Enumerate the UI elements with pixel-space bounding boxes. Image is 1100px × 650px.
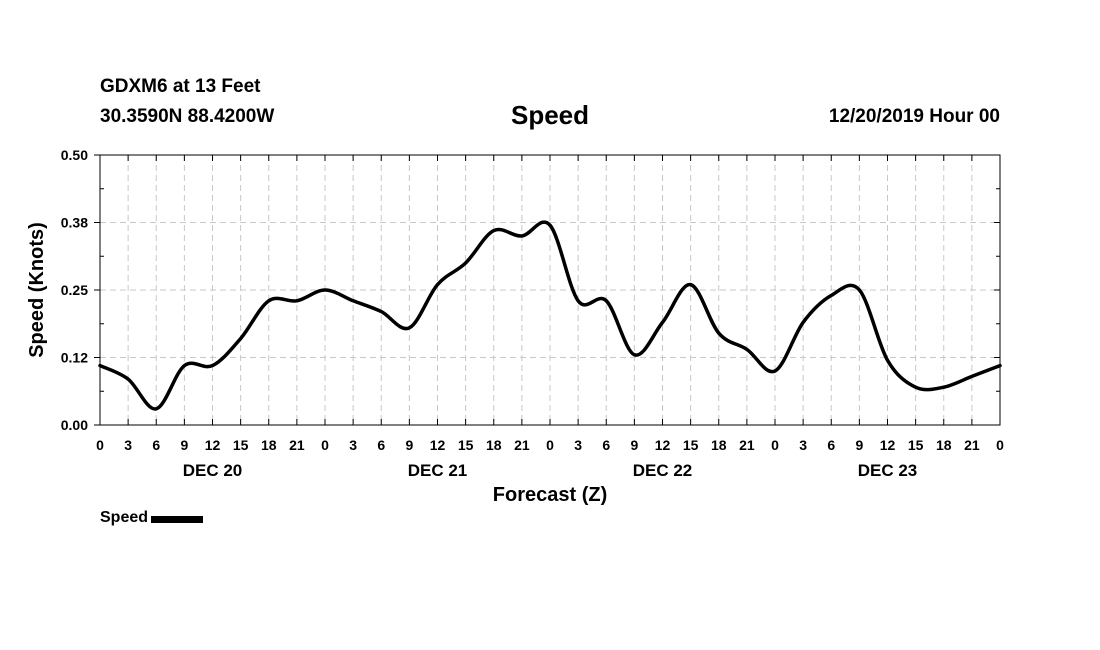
data-point xyxy=(576,299,580,303)
x-tick-label: 9 xyxy=(855,437,863,453)
legend-swatch xyxy=(151,516,204,523)
coordinates-label: 30.3590N 88.4200W xyxy=(100,106,275,127)
x-tick-label: 9 xyxy=(405,437,413,453)
data-point xyxy=(914,385,918,389)
x-tick-label: 15 xyxy=(908,437,924,453)
x-tick-label: 6 xyxy=(602,437,610,453)
axis-labels: 0 3 6 9 12 15 18 21 0 3 6 9 12 15 18 21 0 3 6 9 12 15 18 21 0 3 6 9… xyxy=(61,147,1004,480)
x-tick-label: 18 xyxy=(261,437,277,453)
data-point xyxy=(407,326,411,330)
x-tick-label: 21 xyxy=(739,437,755,453)
station-label: GDXM6 at 13 Feet xyxy=(100,76,261,97)
x-tick-label: 18 xyxy=(936,437,952,453)
data-point xyxy=(492,229,496,233)
y-tick-label: 0.00 xyxy=(61,417,88,433)
x-tick-label: 9 xyxy=(180,437,188,453)
grid xyxy=(100,155,1000,425)
x-tick-label: 3 xyxy=(574,437,582,453)
data-point xyxy=(857,288,861,292)
x-tick-label: 0 xyxy=(996,437,1004,453)
x-tick-label: 0 xyxy=(321,437,329,453)
x-tick-label: 15 xyxy=(233,437,249,453)
data-point xyxy=(717,331,721,335)
data-point xyxy=(745,347,749,351)
data-point xyxy=(604,299,608,303)
y-tick-label: 0.38 xyxy=(61,215,88,231)
x-tick-label: 3 xyxy=(349,437,357,453)
data-point xyxy=(379,310,383,314)
x-tick-label: 21 xyxy=(514,437,530,453)
data-point xyxy=(773,369,777,373)
series-layer xyxy=(98,220,1002,411)
x-tick-label: 3 xyxy=(799,437,807,453)
x-tick-label: 6 xyxy=(827,437,835,453)
y-tick-label: 0.25 xyxy=(61,282,88,298)
x-tick-label: 12 xyxy=(430,437,446,453)
x-tick-label: 18 xyxy=(486,437,502,453)
day-label: DEC 20 xyxy=(183,461,243,480)
x-tick-label: 9 xyxy=(630,437,638,453)
legend-label: Speed xyxy=(100,509,149,526)
data-point xyxy=(351,299,355,303)
data-point xyxy=(154,407,158,411)
y-tick-label: 0.12 xyxy=(61,350,88,366)
x-tick-label: 12 xyxy=(880,437,896,453)
series-line-speed xyxy=(98,220,1002,411)
x-tick-label: 0 xyxy=(771,437,779,453)
data-point xyxy=(801,320,805,324)
x-axis-title: Forecast (Z) xyxy=(493,484,607,506)
x-tick-label: 6 xyxy=(152,437,160,453)
x-tick-label: 18 xyxy=(711,437,727,453)
data-point xyxy=(323,288,327,292)
x-tick-label: 15 xyxy=(683,437,699,453)
y-axis-title: Speed (Knots) xyxy=(26,222,48,358)
data-point xyxy=(632,353,636,357)
x-tick-label: 0 xyxy=(96,437,104,453)
data-point xyxy=(661,320,664,324)
day-label: DEC 23 xyxy=(858,461,918,480)
data-point xyxy=(970,374,974,378)
data-point xyxy=(998,364,1002,368)
data-point xyxy=(295,299,299,303)
x-tick-label: 15 xyxy=(458,437,474,453)
data-point xyxy=(98,364,102,368)
data-point xyxy=(548,223,552,227)
data-point xyxy=(267,299,271,303)
x-tick-label: 21 xyxy=(289,437,305,453)
run-time-label: 12/20/2019 Hour 00 xyxy=(828,106,1000,127)
data-point xyxy=(689,283,693,287)
data-point xyxy=(886,358,889,362)
data-point xyxy=(211,364,214,368)
data-point xyxy=(942,385,946,389)
data-point xyxy=(829,293,833,297)
x-tick-label: 0 xyxy=(546,437,554,453)
data-point xyxy=(239,337,243,341)
data-point xyxy=(126,377,130,381)
x-tick-label: 12 xyxy=(655,437,671,453)
data-point xyxy=(520,234,524,238)
x-tick-label: 12 xyxy=(205,437,221,453)
x-tick-label: 21 xyxy=(964,437,980,453)
day-label: DEC 22 xyxy=(633,461,693,480)
axis-ticks xyxy=(94,154,1001,426)
x-tick-label: 3 xyxy=(124,437,132,453)
data-point xyxy=(464,261,468,265)
data-point xyxy=(182,364,186,368)
plot-frame xyxy=(99,154,1001,426)
chart-title: Speed xyxy=(510,100,590,130)
legend: Speed xyxy=(100,509,204,527)
y-tick-label: 0.50 xyxy=(61,147,88,163)
x-tick-label: 6 xyxy=(377,437,385,453)
day-label: DEC 21 xyxy=(408,461,468,480)
data-point xyxy=(436,283,439,287)
